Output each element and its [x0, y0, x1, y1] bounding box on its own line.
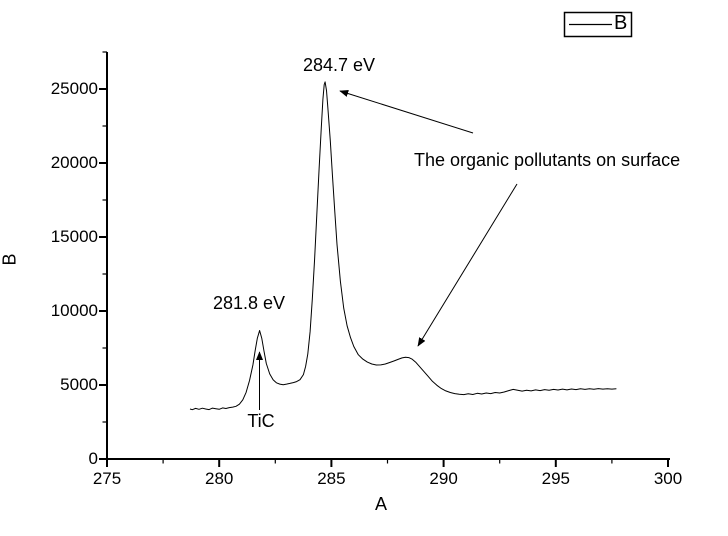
annotation-peak-284-7: 284.7 eV — [302, 55, 376, 75]
x-tick-label-285: 285 — [317, 469, 346, 488]
arrow-to-organic-bump — [417, 183, 518, 347]
legend-box — [563, 11, 633, 38]
y-tick-label-5000: 5000 — [60, 375, 98, 394]
x-axis-title: A — [374, 494, 388, 514]
x-tick-label-280: 280 — [205, 469, 234, 488]
annotation-organic-pollutants: The organic pollutants on surface — [414, 150, 681, 170]
x-tick-label-295: 295 — [541, 469, 570, 488]
spectrum-curve — [189, 81, 617, 411]
legend-entry-label: B — [614, 12, 628, 34]
y-tick-label-0: 0 — [88, 449, 98, 468]
annotation-peak-281-8: 281.8 eV — [212, 293, 286, 313]
x-tick-label-290: 290 — [429, 469, 458, 488]
arrow-to-main-peak — [339, 90, 474, 134]
y-tick-label-15000: 15000 — [50, 227, 98, 246]
y-axis-title: B — [0, 253, 20, 266]
y-tick-label-20000: 20000 — [50, 153, 98, 172]
y-tick-label-10000: 10000 — [50, 301, 98, 320]
x-tick-label-275: 275 — [92, 469, 122, 488]
annotation-tic: TiC — [247, 411, 275, 431]
y-tick-label-25000: 25000 — [50, 79, 98, 98]
x-tick-label-300: 300 — [653, 469, 683, 488]
